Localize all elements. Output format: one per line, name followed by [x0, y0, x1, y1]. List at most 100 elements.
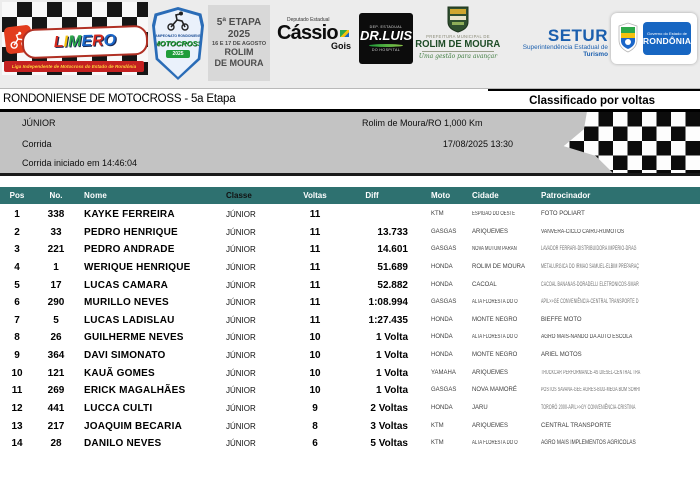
cell-laps: 11 [309, 314, 321, 326]
cell-sponsor: BIEFFE MOTO [541, 316, 582, 323]
brazil-flag-icon [339, 29, 349, 37]
cell-city: NOVA MUTUM PARAN [472, 246, 517, 253]
cell-class: JÚNIOR [226, 351, 256, 361]
drluis-name: DR.LUIS [360, 28, 412, 44]
col-header-classe: Classe [226, 191, 252, 200]
cell-laps: 11 [309, 279, 321, 291]
table-row: 13 217 JOAQUIM BECARIA JÚNIOR 8 3 Voltas… [0, 418, 700, 436]
cell-diff: 1 Volta [375, 332, 408, 344]
cell-city: NOVA MAMORÉ [472, 387, 517, 394]
col-header-pos: Pos [9, 191, 25, 200]
cell-diff: 2 Voltas [370, 403, 408, 415]
cell-class: JÚNIOR [226, 315, 256, 325]
track-label: Rolim de Moura/RO 1,000 Km [362, 118, 483, 128]
cell-sponsor: POSTOS SAVANA-GEE AGRES-BUD-MEGA BOM SOR… [541, 387, 641, 394]
table-row: 2 33 PEDRO HENRIQUE JÚNIOR 11 13.733 GAS… [0, 224, 700, 242]
drluis-sub: DO HOSPITAL [371, 47, 401, 52]
cell-number: 26 [50, 332, 62, 344]
badge-title: MOTOCROSS [153, 39, 203, 48]
cell-rider-name: GUILHERME NEVES [84, 332, 184, 344]
col-header-voltas: Voltas [303, 191, 327, 200]
cell-city: ALTA FLORESTA DO O [472, 299, 518, 306]
rolim-slogan: Uma gestão para avançar [418, 53, 498, 60]
rondonia-small: Governo do Estado de [646, 31, 688, 36]
col-header-diff: Diff [365, 191, 379, 200]
table-row: 10 121 KAUÃ GOMES JÚNIOR 10 1 Volta YAMA… [0, 365, 700, 383]
divider [422, 51, 494, 52]
table-row: 12 441 LUCCA CULTI JÚNIOR 9 2 Voltas HON… [0, 400, 700, 418]
page-title: RONDONIENSE DE MOTOCROSS - 5a Etapa [3, 93, 236, 105]
badge-arc-text: CAMPEONATO RONDONIENSE [152, 34, 204, 38]
cell-laps: 11 [309, 209, 321, 220]
cell-pos: 9 [14, 350, 20, 362]
cell-number: 364 [47, 350, 65, 362]
cell-number: 121 [47, 367, 65, 379]
cell-laps: 11 [309, 226, 321, 238]
session-label: Corrida [22, 139, 52, 149]
cell-number: 441 [47, 403, 65, 415]
cell-rider-name: DAVI SIMONATO [84, 350, 166, 362]
cell-pos: 14 [11, 438, 23, 450]
cell-number: 290 [47, 297, 65, 309]
cell-class: JÚNIOR [226, 227, 256, 237]
cell-city: JARU [472, 405, 488, 412]
results-table-body: 1 338 KAYKE FERREIRA JÚNIOR 11 KTM ESPIG… [0, 206, 700, 453]
cell-pos: 11 [11, 385, 23, 397]
cell-sponsor: CACOAL BANANAS-DORADELLI ELETRÔNICOS-SMA… [541, 281, 639, 288]
cell-pos: 10 [11, 367, 23, 379]
cell-number: 221 [47, 244, 65, 256]
cell-laps: 10 [309, 350, 321, 362]
badge-year: 2025 [166, 50, 190, 58]
cell-city: ALTA FLORESTA DO O [472, 334, 518, 341]
cell-moto: GASGAS [431, 246, 457, 253]
col-header-nome: Nome [84, 191, 108, 200]
cell-moto: GASGAS [431, 228, 457, 235]
cell-diff: 3 Voltas [370, 420, 408, 432]
cell-laps: 10 [309, 367, 321, 379]
checkered-flag-decoration [563, 112, 700, 173]
cell-rider-name: PEDRO HENRIQUE [84, 226, 178, 238]
cell-sponsor: TRUCKCAR PERFORMANCE-4S DIESEL-CENTRAL T… [541, 369, 641, 376]
limero-tagline-banner: Liga Independente de Motocross do Estado… [4, 61, 144, 72]
col-header-cidade: Cidade [472, 191, 499, 200]
cell-class: JÚNIOR [226, 245, 256, 255]
etapa-line: 2025 [227, 29, 251, 41]
cell-class: JÚNIOR [226, 333, 256, 343]
cell-rider-name: WERIQUE HENRIQUE [84, 261, 191, 273]
cell-moto: GASGAS [431, 299, 457, 306]
cell-rider-name: DANILO NEVES [84, 438, 162, 450]
cell-city: ROLIM DE MOURA [472, 263, 526, 270]
rolim-small-text: PREFEITURA MUNICIPAL DE [426, 34, 490, 39]
rolim-de-moura-logo: PREFEITURA MUNICIPAL DE ROLIM DE MOURA U… [415, 6, 501, 82]
cell-pos: 7 [14, 314, 20, 326]
cell-sponsor: APIL>>GE CONVENIÊNCIA-CENTRAL TRANSPORTE… [541, 299, 639, 306]
cell-moto: YAMAHA [431, 369, 456, 376]
table-row: 3 221 PEDRO ANDRADE JÚNIOR 11 14.601 GAS… [0, 241, 700, 259]
cell-rider-name: KAYKE FERREIRA [84, 209, 175, 220]
cell-city: MONTE NEGRO [472, 316, 518, 323]
title-bar: RONDONIENSE DE MOTOCROSS - 5a Etapa Clas… [0, 89, 700, 112]
rolim-name: ROLIM DE MOURA [415, 39, 501, 50]
cell-diff: 1:27.435 [368, 314, 408, 326]
cell-number: 28 [50, 438, 62, 450]
cell-city: ARIQUEMES [472, 422, 509, 429]
limero-wordmark-pill: LIMERO [21, 24, 148, 60]
cassio-gois-logo: Deputado Estadual Cássio Gois [277, 17, 355, 64]
cell-pos: 6 [14, 297, 20, 309]
cell-sponsor: LAVADOR FERRARI-DISTRIBUIDORA IMPÉRIO-DR… [541, 246, 637, 253]
cell-rider-name: MURILLO NEVES [84, 297, 169, 309]
green-swoosh-icon [369, 43, 403, 47]
etapa-info-panel: 5ª ETAPA 2025 16 E 17 DE AGOSTO ROLIM DE… [208, 5, 270, 81]
col-header-moto: Moto [431, 191, 451, 200]
table-row: 14 28 DANILO NEVES JÚNIOR 6 5 Voltas KTM… [0, 435, 700, 453]
cell-class: JÚNIOR [226, 368, 256, 378]
cell-number: 269 [47, 385, 65, 397]
table-row: 4 1 WERIQUE HENRIQUE JÚNIOR 11 51.689 HO… [0, 259, 700, 277]
cell-class: JÚNIOR [226, 404, 256, 414]
cell-moto: HONDA [431, 352, 453, 359]
cell-sponsor: TORORÓ 2000-APIL>>GY CONVENIÊNCIA-CRISTI… [541, 405, 636, 412]
race-start-time: Corrida iniciado em 14:46:04 [22, 158, 138, 168]
table-row: 7 5 LUCAS LADISLAU JÚNIOR 11 1:27.435 HO… [0, 312, 700, 330]
col-header-patrocinador: Patrocinador [541, 191, 591, 200]
